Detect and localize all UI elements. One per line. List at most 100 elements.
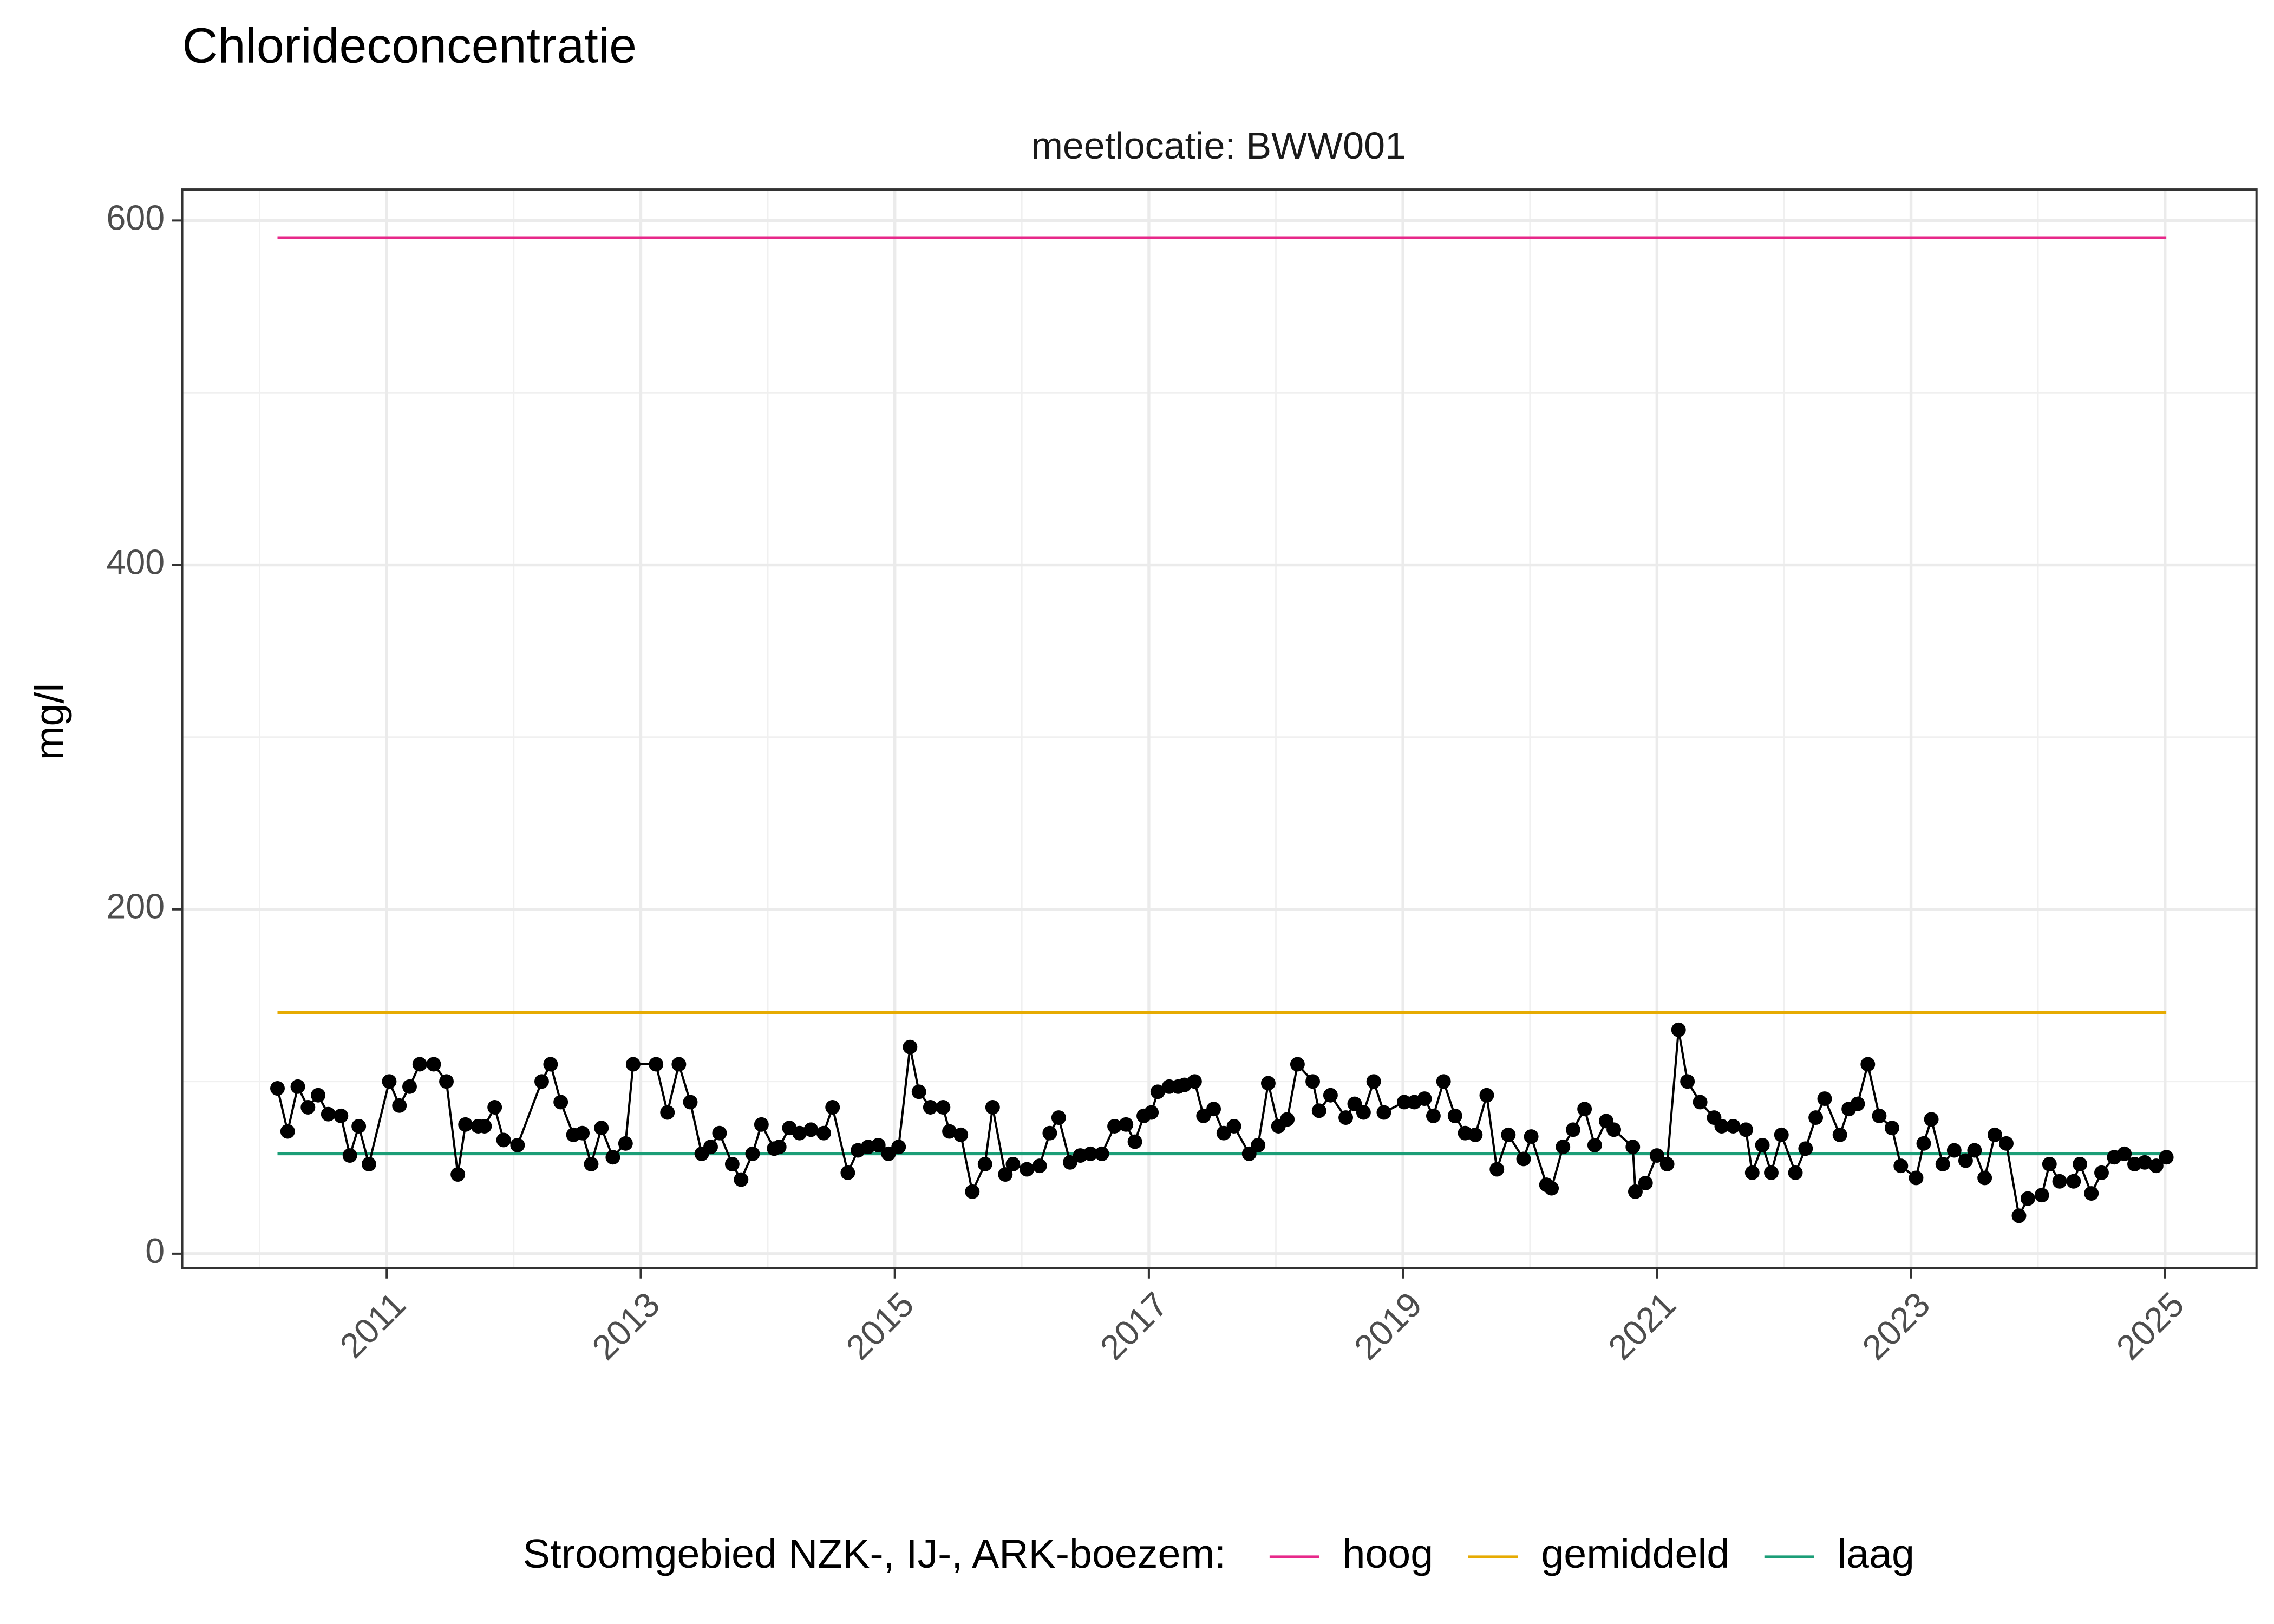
data-point [2020, 1191, 2035, 1206]
data-point [1764, 1165, 1779, 1180]
data-point [816, 1125, 831, 1141]
data-point [2042, 1157, 2057, 1171]
data-point [1206, 1102, 1221, 1117]
facet-label: meetlocatie: BWW001 [1031, 125, 1406, 167]
data-point [618, 1136, 633, 1151]
data-point [1850, 1096, 1865, 1111]
data-point [871, 1138, 886, 1152]
data-point [953, 1127, 969, 1142]
data-point [487, 1100, 502, 1115]
data-point [1094, 1146, 1109, 1161]
data-point [1426, 1108, 1441, 1123]
data-point [426, 1057, 441, 1072]
data-point [1376, 1105, 1391, 1120]
data-point [1977, 1170, 1992, 1186]
data-point [2137, 1155, 2152, 1170]
data-point [575, 1125, 590, 1141]
data-point [584, 1157, 599, 1171]
data-point [965, 1184, 980, 1199]
data-point [1127, 1134, 1142, 1149]
data-point [1311, 1103, 1327, 1118]
data-point [311, 1088, 326, 1103]
data-point [1566, 1122, 1580, 1137]
data-point [683, 1095, 698, 1110]
data-point [2094, 1165, 2109, 1180]
data-point [477, 1119, 492, 1134]
data-point [1788, 1165, 1803, 1180]
data-point [734, 1172, 749, 1187]
data-point [625, 1057, 641, 1072]
data-point [1042, 1125, 1057, 1141]
data-point [1479, 1088, 1494, 1103]
data-point [923, 1100, 938, 1115]
data-point [703, 1140, 718, 1155]
legend: Stroomgebied NZK-, IJ-, ARK-boezem: hoog g… [523, 1531, 1914, 1576]
data-point [510, 1138, 525, 1152]
data-point [605, 1150, 620, 1165]
legend-label: gemiddeld [1541, 1531, 1729, 1576]
data-point [903, 1039, 918, 1055]
data-point [891, 1140, 906, 1155]
data-point [1447, 1108, 1462, 1123]
data-point [594, 1121, 609, 1136]
data-point [1107, 1119, 1122, 1134]
data-point [2117, 1146, 2132, 1161]
data-point [412, 1057, 427, 1072]
data-point [1649, 1148, 1664, 1163]
data-point [1356, 1105, 1371, 1120]
data-point [496, 1132, 511, 1148]
data-point [270, 1081, 285, 1096]
data-point [1755, 1138, 1770, 1152]
data-point [1005, 1157, 1021, 1171]
data-point [1544, 1181, 1559, 1196]
data-point [543, 1057, 558, 1072]
data-point [754, 1117, 769, 1132]
data-point [671, 1057, 687, 1072]
data-point [1671, 1022, 1686, 1037]
data-point [1144, 1105, 1159, 1120]
data-point [1999, 1136, 2014, 1151]
data-point [1489, 1162, 1505, 1177]
data-point [1638, 1175, 1653, 1190]
data-point [290, 1079, 305, 1094]
data-point [2159, 1150, 2174, 1165]
data-point [534, 1074, 549, 1089]
data-point [1884, 1121, 1899, 1136]
data-point [936, 1100, 951, 1115]
data-point [825, 1100, 840, 1115]
data-point [2011, 1208, 2027, 1223]
data-point [2148, 1158, 2164, 1174]
data-point [998, 1167, 1013, 1182]
data-point [1338, 1110, 1354, 1125]
data-point [300, 1100, 316, 1115]
data-point [1501, 1127, 1516, 1142]
data-point [1260, 1076, 1276, 1091]
data-point [1119, 1117, 1134, 1132]
data-point [334, 1108, 349, 1123]
data-point [342, 1148, 357, 1163]
data-point [1305, 1074, 1321, 1089]
data-point [1680, 1074, 1695, 1089]
data-point [745, 1146, 760, 1161]
data-point [792, 1125, 807, 1141]
data-point [1251, 1138, 1266, 1152]
data-point [458, 1117, 473, 1132]
data-point [772, 1140, 787, 1155]
data-point [1958, 1153, 1973, 1168]
data-point [1051, 1110, 1066, 1125]
data-point [712, 1125, 727, 1141]
data-point [1967, 1143, 1982, 1158]
legend-label: hoog [1342, 1531, 1433, 1576]
data-point [1625, 1140, 1641, 1155]
data-point [1226, 1119, 1241, 1134]
data-point [1606, 1122, 1622, 1137]
data-point [1924, 1112, 1939, 1127]
data-point [1366, 1074, 1381, 1089]
data-point [977, 1157, 992, 1171]
data-point [942, 1124, 957, 1139]
data-point [1714, 1119, 1729, 1134]
data-point [1872, 1108, 1887, 1123]
